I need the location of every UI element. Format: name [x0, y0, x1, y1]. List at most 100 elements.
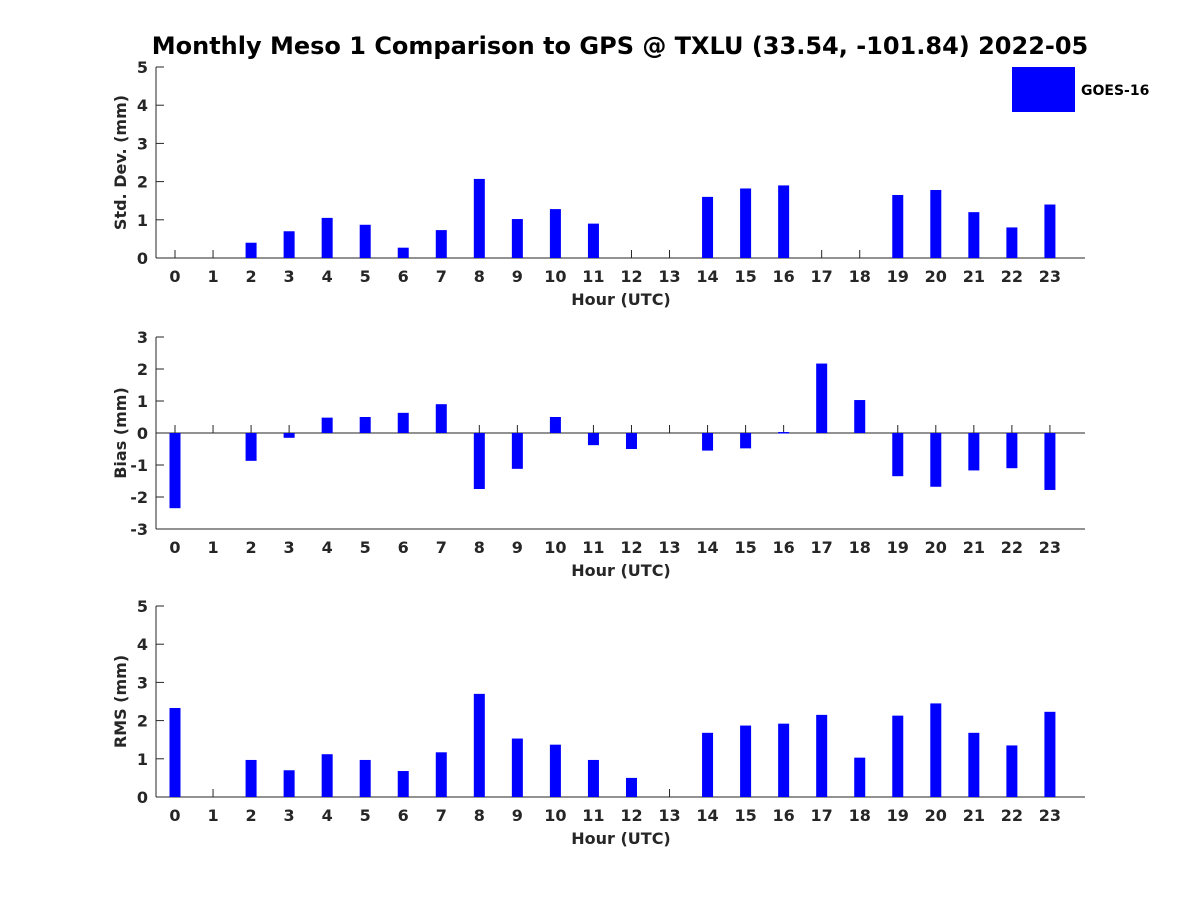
chart-title: Monthly Meso 1 Comparison to GPS @ TXLU … — [152, 32, 1089, 60]
bar — [1044, 204, 1056, 258]
x-tick-label: 13 — [658, 806, 680, 825]
y-tick-label: 0 — [137, 249, 148, 268]
y-tick-label: 0 — [137, 424, 148, 443]
bar — [245, 759, 257, 797]
x-tick-label: 19 — [887, 267, 909, 286]
bar — [740, 433, 752, 449]
bar — [930, 433, 942, 487]
legend-swatch — [1012, 67, 1075, 112]
bar — [473, 178, 485, 258]
x-tick-label: 17 — [811, 538, 833, 557]
y-tick-label: 3 — [137, 134, 148, 153]
x-tick-label: 15 — [734, 806, 756, 825]
bar — [968, 732, 980, 797]
y-tick-label: 1 — [137, 750, 148, 769]
x-tick-label: 18 — [849, 538, 871, 557]
y-tick-label: 2 — [137, 360, 148, 379]
bar — [473, 433, 485, 489]
x-tick-label: 2 — [246, 538, 257, 557]
x-tick-label: 13 — [658, 538, 680, 557]
x-tick-label: 11 — [582, 806, 604, 825]
bar — [702, 732, 714, 797]
y-tick-label: 2 — [137, 712, 148, 731]
bar — [778, 432, 790, 434]
bar — [740, 188, 752, 258]
x-tick-label: 1 — [207, 806, 218, 825]
x-axis-label: Hour (UTC) — [571, 561, 671, 580]
bar — [359, 759, 371, 797]
x-axis-label: Hour (UTC) — [571, 290, 671, 309]
bar — [245, 433, 257, 461]
x-tick-label: 0 — [169, 806, 180, 825]
x-tick-label: 23 — [1039, 806, 1061, 825]
y-tick-label: 5 — [137, 597, 148, 616]
bar — [283, 231, 295, 258]
bar — [892, 194, 904, 258]
x-tick-label: 12 — [620, 806, 642, 825]
x-tick-label: 11 — [582, 267, 604, 286]
bar — [778, 185, 790, 258]
bar — [930, 703, 942, 797]
x-tick-label: 10 — [544, 267, 566, 286]
x-tick-label: 1 — [207, 267, 218, 286]
x-tick-label: 22 — [1001, 806, 1023, 825]
x-tick-label: 12 — [620, 267, 642, 286]
x-tick-label: 16 — [773, 538, 795, 557]
x-tick-label: 9 — [512, 267, 523, 286]
bar — [778, 723, 790, 797]
bar — [321, 417, 333, 433]
bar — [359, 224, 371, 258]
bar — [892, 715, 904, 797]
y-tick-label: 0 — [137, 788, 148, 807]
x-tick-label: 9 — [512, 806, 523, 825]
x-tick-label: 18 — [849, 806, 871, 825]
bar — [1044, 433, 1056, 490]
x-tick-label: 11 — [582, 538, 604, 557]
x-tick-label: 10 — [544, 806, 566, 825]
bar — [169, 433, 181, 509]
bar — [435, 230, 447, 258]
x-axis-label: Hour (UTC) — [571, 829, 671, 848]
x-tick-label: 22 — [1001, 267, 1023, 286]
x-tick-label: 5 — [360, 538, 371, 557]
x-tick-label: 22 — [1001, 538, 1023, 557]
y-tick-label: -2 — [130, 488, 148, 507]
x-tick-label: 14 — [696, 538, 718, 557]
y-tick-label: -3 — [130, 520, 148, 539]
bar — [549, 417, 561, 433]
x-tick-label: 6 — [398, 267, 409, 286]
legend: GOES-16 — [1012, 67, 1149, 112]
bar — [169, 707, 181, 797]
legend-label: GOES-16 — [1081, 83, 1149, 99]
bar — [549, 744, 561, 797]
x-tick-label: 14 — [696, 806, 718, 825]
bar — [740, 725, 752, 797]
bar — [625, 433, 637, 449]
x-tick-label: 20 — [925, 538, 947, 557]
bar — [321, 754, 333, 797]
bar — [397, 412, 409, 433]
x-tick-label: 10 — [544, 538, 566, 557]
x-tick-label: 23 — [1039, 538, 1061, 557]
bar — [816, 363, 828, 433]
bar — [1006, 227, 1018, 258]
x-tick-label: 3 — [284, 538, 295, 557]
x-tick-label: 16 — [773, 806, 795, 825]
bar — [397, 247, 409, 258]
x-tick-label: 20 — [925, 267, 947, 286]
y-tick-label: 1 — [137, 211, 148, 230]
x-tick-label: 0 — [169, 538, 180, 557]
x-tick-label: 4 — [322, 267, 333, 286]
x-tick-label: 7 — [436, 538, 447, 557]
x-tick-label: 3 — [284, 267, 295, 286]
x-tick-label: 21 — [963, 538, 985, 557]
bar — [968, 212, 980, 258]
bar — [1006, 745, 1018, 797]
y-tick-label: 1 — [137, 392, 148, 411]
x-tick-label: 17 — [811, 806, 833, 825]
y-axis-label: Bias (mm) — [111, 387, 130, 479]
bar — [702, 196, 714, 258]
x-tick-label: 1 — [207, 538, 218, 557]
x-tick-label: 6 — [398, 538, 409, 557]
x-tick-label: 6 — [398, 806, 409, 825]
